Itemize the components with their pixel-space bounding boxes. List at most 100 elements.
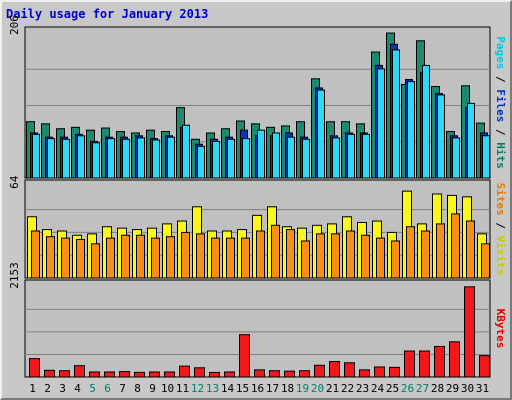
legend-part: / xyxy=(494,69,507,89)
bar-sites-1 xyxy=(31,230,40,279)
bar-pages-19 xyxy=(302,138,310,179)
bar-pages-24 xyxy=(377,68,385,179)
bar-sites-23 xyxy=(361,234,370,279)
bar-sites-14 xyxy=(226,237,235,279)
x-tick-label: 30 xyxy=(461,382,474,395)
bar-kbytes-8 xyxy=(134,371,145,378)
bar-sites-24 xyxy=(376,237,385,279)
legend-part: / xyxy=(494,216,507,236)
bar-sites-26 xyxy=(406,226,415,279)
x-tick-label: 17 xyxy=(266,382,279,395)
y-axis-max-label: 206 xyxy=(8,15,21,35)
bar-sites-25 xyxy=(391,240,400,279)
bar-pages-13 xyxy=(212,140,220,179)
bar-sites-10 xyxy=(166,236,175,279)
bar-kbytes-3 xyxy=(59,370,70,378)
bar-kbytes-6 xyxy=(104,371,115,378)
x-tick-label: 9 xyxy=(149,382,156,395)
legend-part: Pages xyxy=(494,36,507,69)
series-legend-label: KBytes xyxy=(494,309,507,349)
bar-pages-20 xyxy=(317,89,325,179)
x-tick-label: 3 xyxy=(59,382,66,395)
bar-kbytes-9 xyxy=(149,371,160,378)
legend-part: Visits xyxy=(494,236,507,276)
bar-sites-5 xyxy=(91,243,100,279)
bar-kbytes-29 xyxy=(449,341,460,378)
bar-pages-10 xyxy=(167,136,175,179)
x-tick-label: 31 xyxy=(476,382,489,395)
bar-kbytes-12 xyxy=(194,367,205,378)
bar-sites-18 xyxy=(286,229,295,279)
bar-sites-2 xyxy=(46,236,55,279)
bar-pages-3 xyxy=(62,138,70,179)
bar-pages-30 xyxy=(467,102,475,179)
bar-pages-25 xyxy=(392,49,400,179)
panel-hits-files-pages: 206 Pages / Files / Hits xyxy=(8,15,507,179)
bar-pages-7 xyxy=(122,138,130,179)
bar-pages-29 xyxy=(452,137,460,179)
x-tick-label: 24 xyxy=(371,382,385,395)
legend-part: Sites xyxy=(494,183,507,216)
bar-sites-12 xyxy=(196,233,205,279)
bar-kbytes-11 xyxy=(179,365,190,378)
x-tick-label: 8 xyxy=(134,382,141,395)
x-tick-label: 2 xyxy=(44,382,51,395)
bar-pages-5 xyxy=(92,142,100,179)
x-tick-label: 19 xyxy=(296,382,309,395)
x-tick-label: 5 xyxy=(89,382,96,395)
bar-pages-2 xyxy=(47,138,55,179)
bar-kbytes-27 xyxy=(419,350,430,378)
bar-kbytes-30 xyxy=(464,286,475,378)
bar-kbytes-15 xyxy=(239,334,250,378)
bar-sites-4 xyxy=(76,239,85,279)
bar-sites-30 xyxy=(466,220,475,279)
bar-pages-8 xyxy=(137,137,145,179)
bar-sites-16 xyxy=(256,230,265,279)
legend-part: Files xyxy=(494,89,507,122)
series-pages xyxy=(32,49,490,179)
bar-sites-7 xyxy=(121,234,130,279)
bar-pages-21 xyxy=(332,137,340,179)
bar-kbytes-4 xyxy=(74,365,85,378)
legend-part: KBytes xyxy=(494,309,507,349)
x-tick-label: 25 xyxy=(386,382,399,395)
x-tick-label: 11 xyxy=(176,382,189,395)
legend-part: / xyxy=(494,122,507,142)
bar-sites-15 xyxy=(241,237,250,279)
bar-pages-14 xyxy=(227,138,235,179)
y-axis-max-label: 64 xyxy=(8,175,21,189)
bar-pages-12 xyxy=(197,145,205,179)
bar-kbytes-26 xyxy=(404,350,415,378)
x-tick-label: 23 xyxy=(356,382,369,395)
bar-pages-31 xyxy=(482,135,490,179)
x-tick-label: 10 xyxy=(161,382,174,395)
bar-kbytes-31 xyxy=(479,355,490,378)
bar-pages-4 xyxy=(77,135,85,179)
x-tick-label: 16 xyxy=(251,382,264,395)
bar-pages-22 xyxy=(347,133,355,179)
bar-sites-28 xyxy=(436,223,445,279)
bar-sites-6 xyxy=(106,237,115,279)
bar-pages-23 xyxy=(362,133,370,179)
bar-sites-9 xyxy=(151,237,160,279)
bar-sites-8 xyxy=(136,234,145,279)
bar-kbytes-7 xyxy=(119,371,130,378)
x-tick-label: 18 xyxy=(281,382,294,395)
series-kbytes xyxy=(29,286,490,378)
bar-pages-15 xyxy=(242,138,250,179)
x-tick-label: 4 xyxy=(74,382,81,395)
x-tick-label: 21 xyxy=(326,382,339,395)
bar-pages-18 xyxy=(287,136,295,179)
bar-pages-28 xyxy=(437,94,445,179)
bar-kbytes-22 xyxy=(344,362,355,378)
bar-sites-27 xyxy=(421,230,430,279)
bar-kbytes-17 xyxy=(269,370,280,378)
bar-pages-11 xyxy=(182,124,190,179)
bar-sites-22 xyxy=(346,230,355,279)
bar-pages-1 xyxy=(32,133,40,179)
bar-kbytes-21 xyxy=(329,360,340,378)
bar-kbytes-19 xyxy=(299,370,310,378)
bar-kbytes-2 xyxy=(44,369,55,378)
bar-pages-26 xyxy=(407,81,415,179)
